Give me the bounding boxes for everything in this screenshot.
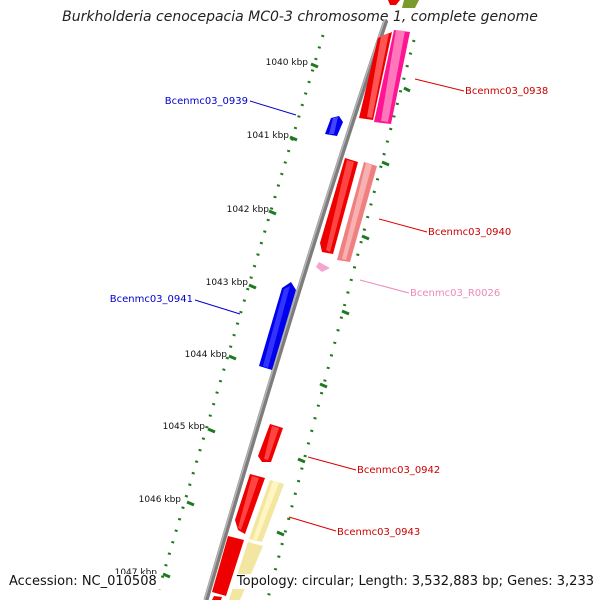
gene-bcenmc03-0942[interactable] (258, 424, 283, 462)
ruler-major-tick (162, 572, 171, 579)
ruler-minor-tick (319, 382, 328, 389)
ruler-tick-label: 1047 kbp (115, 568, 158, 578)
ruler-tick-label: 1044 kbp (185, 350, 228, 360)
ruler-minor-tick (403, 86, 411, 93)
ruler-minor-tick (297, 457, 306, 464)
ruler-major-tick (268, 209, 277, 216)
gene-callouts (194, 78, 465, 532)
gene-bcenmc03-0941[interactable] (259, 282, 296, 370)
gene-bcenmc03-0939[interactable] (325, 116, 343, 136)
ruler-minor-tick (341, 309, 350, 316)
gene-labels: Bcenmc03_0938 Bcenmc03_0939 Bcenmc03_094… (110, 86, 549, 538)
gene-label[interactable]: Bcenmc03_0939 (165, 96, 248, 107)
ruler-minor-tick (381, 160, 390, 167)
genome-summary-label: Topology: circular; Length: 3,532,883 bp… (232, 574, 594, 589)
ruler-track-inner (156, 34, 325, 593)
ruler-tick-label: 1045 kbp (163, 422, 206, 432)
ruler-tick-label: 1042 kbp (227, 205, 270, 215)
ruler-tick-label: 1043 kbp (206, 278, 249, 288)
ruler-minor-tick (276, 530, 285, 537)
ruler: 1040 kbp 1041 kbp 1042 kbp 1043 kbp 1044… (115, 58, 411, 579)
map-title: Burkholderia cenocepacia MC0-3 chromosom… (62, 9, 538, 25)
ruler-minor-tick (361, 234, 370, 241)
gene-label[interactable]: Bcenmc03_R0026 (410, 288, 500, 299)
top-feature[interactable] (388, 0, 419, 8)
accession-label: Accession: NC_010508 (9, 574, 161, 589)
ruler-major-tick (207, 427, 216, 434)
gene-label[interactable]: Bcenmc03_0938 (465, 86, 548, 97)
ruler-major-tick (289, 135, 298, 142)
ruler-major-tick (310, 62, 319, 69)
ruler-tick-label: 1040 kbp (266, 58, 309, 68)
gene-label[interactable]: Bcenmc03_0943 (337, 527, 420, 538)
chromosome-backbone (203, 19, 389, 600)
ruler-major-tick (186, 500, 195, 507)
gene-bcenmc03-0938[interactable] (359, 30, 410, 124)
gene-label[interactable]: Bcenmc03_0942 (357, 465, 440, 476)
gene-bcenmc03-0940[interactable] (320, 158, 377, 262)
ruler-tick-label: 1046 kbp (139, 495, 182, 505)
gene-label[interactable]: Bcenmc03_0941 (110, 294, 193, 305)
ruler-major-tick (228, 354, 237, 361)
gene-bcenmc03-r0026[interactable] (316, 262, 330, 272)
gene-label[interactable]: Bcenmc03_0940 (428, 227, 511, 238)
ruler-major-tick (248, 283, 257, 290)
gene-bcenmc03-0943[interactable] (235, 474, 284, 542)
ruler-tick-label: 1041 kbp (247, 131, 290, 141)
